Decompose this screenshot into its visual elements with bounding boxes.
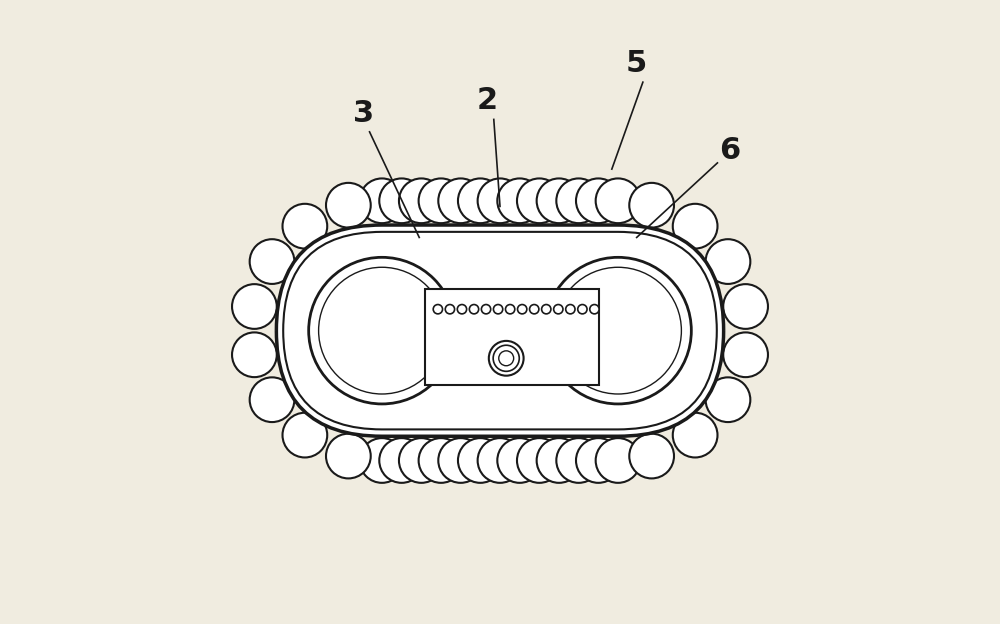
Circle shape	[250, 378, 294, 422]
Circle shape	[232, 333, 277, 377]
Circle shape	[629, 434, 674, 479]
Circle shape	[499, 351, 514, 366]
Circle shape	[478, 178, 522, 223]
Text: 3: 3	[353, 99, 374, 128]
Circle shape	[379, 178, 424, 223]
Circle shape	[556, 178, 601, 223]
Circle shape	[283, 412, 327, 457]
Circle shape	[576, 438, 621, 483]
Circle shape	[438, 438, 483, 483]
Circle shape	[518, 305, 527, 314]
Circle shape	[542, 305, 551, 314]
Circle shape	[379, 438, 424, 483]
Bar	[425, 289, 599, 385]
Circle shape	[478, 438, 522, 483]
Circle shape	[517, 438, 562, 483]
Circle shape	[419, 178, 463, 223]
Circle shape	[596, 438, 640, 483]
Circle shape	[537, 178, 581, 223]
Circle shape	[590, 305, 599, 314]
Text: 5: 5	[626, 49, 647, 78]
Circle shape	[537, 438, 581, 483]
Circle shape	[445, 305, 455, 314]
Circle shape	[596, 178, 640, 223]
Circle shape	[326, 434, 371, 479]
Circle shape	[399, 438, 444, 483]
Circle shape	[576, 178, 621, 223]
Circle shape	[457, 305, 467, 314]
Circle shape	[419, 438, 463, 483]
Circle shape	[673, 204, 717, 248]
Circle shape	[566, 305, 575, 314]
Circle shape	[723, 333, 768, 377]
Circle shape	[517, 178, 562, 223]
Circle shape	[489, 341, 524, 376]
Circle shape	[706, 239, 750, 284]
Circle shape	[556, 438, 601, 483]
Circle shape	[545, 257, 691, 404]
Circle shape	[505, 305, 515, 314]
Circle shape	[629, 183, 674, 228]
Circle shape	[497, 438, 542, 483]
Circle shape	[530, 305, 539, 314]
Circle shape	[706, 378, 750, 422]
Circle shape	[458, 438, 503, 483]
Circle shape	[360, 438, 404, 483]
Circle shape	[723, 284, 768, 329]
Circle shape	[360, 178, 404, 223]
FancyBboxPatch shape	[276, 225, 724, 436]
Circle shape	[469, 305, 479, 314]
Circle shape	[497, 178, 542, 223]
Circle shape	[309, 257, 455, 404]
Circle shape	[326, 183, 371, 228]
Circle shape	[438, 178, 483, 223]
Circle shape	[399, 178, 444, 223]
Circle shape	[493, 305, 503, 314]
Circle shape	[493, 345, 519, 371]
Circle shape	[283, 204, 327, 248]
Text: 6: 6	[719, 136, 740, 165]
Circle shape	[481, 305, 491, 314]
Circle shape	[673, 412, 717, 457]
Circle shape	[578, 305, 587, 314]
Circle shape	[232, 284, 277, 329]
Circle shape	[250, 239, 294, 284]
Text: 2: 2	[477, 86, 498, 115]
Circle shape	[433, 305, 443, 314]
Circle shape	[554, 305, 563, 314]
Circle shape	[458, 178, 503, 223]
